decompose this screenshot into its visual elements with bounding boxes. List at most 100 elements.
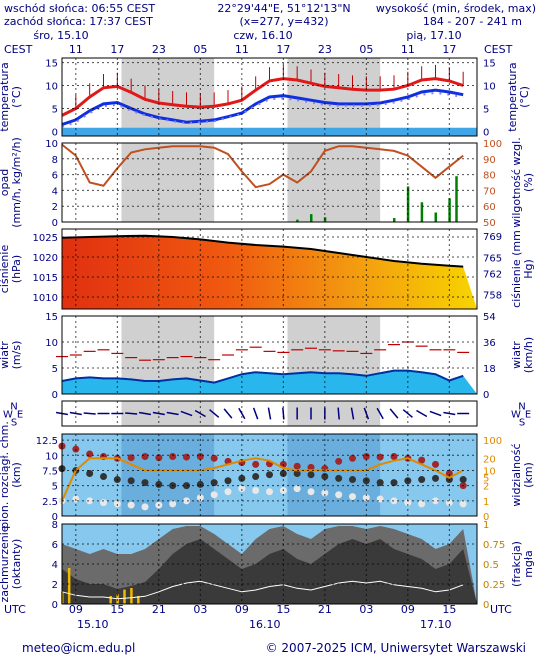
temperature-ylabel-right-line-0: temperatura — [506, 62, 519, 131]
footer-copyright: © 2007-2025 ICM, Uniwersytet Warszawski — [266, 641, 526, 655]
visibility-ytick-0: 0 — [483, 512, 489, 523]
hour-top-1: 17 — [110, 43, 124, 56]
cloud-top-dot-9 — [183, 453, 190, 461]
altitude-label: wysokość (min, środek, max) — [376, 2, 536, 15]
timezone-top-left: CEST — [4, 43, 33, 56]
wind-ytick-l-0: 0 — [52, 390, 58, 401]
cloudiness-panel: 0246800.250.50.751zachmurzenie(oktanty)(… — [0, 520, 535, 611]
precipitation-night-1 — [287, 143, 381, 222]
hour-top-6: 23 — [318, 43, 332, 56]
cloud-mid-dot-5 — [127, 477, 135, 485]
cloud-base-dot-3 — [100, 499, 107, 507]
fog-bar-5 — [130, 588, 133, 604]
wind-kmh-tick-0: 0 — [483, 390, 489, 401]
temperature-ylabel-left: temperatura(°C) — [0, 62, 23, 131]
visibility-ytick-3: 5 — [483, 474, 489, 485]
day-bottom-3: 17.10 — [420, 618, 452, 631]
cloud-mid-dot-6 — [141, 479, 149, 487]
sunset-text: zachód słońca: 17:37 CEST — [4, 15, 153, 28]
cloud-mid-dot-15 — [266, 471, 273, 479]
cloud-base-dot-13 — [238, 485, 246, 493]
wind-kmh-tick-3: 54 — [483, 312, 496, 323]
wind-frame — [61, 315, 478, 395]
cloud-mid-dot-21 — [349, 476, 356, 484]
cloudvis-ytick-l-1: 2.5 — [42, 497, 58, 508]
fog-ylabel-line-1: mgła — [522, 550, 535, 578]
cloud-base-dot-22 — [362, 494, 370, 502]
cloud-top-dot-18 — [307, 463, 315, 471]
precipitation-frame — [61, 142, 478, 223]
wind-arrow-9 — [180, 410, 193, 417]
cloud-base-dot-8 — [169, 500, 177, 508]
cloud-mid-dot-2 — [86, 469, 94, 477]
wind-arrow-8 — [166, 411, 179, 416]
hour-bottom-1: 15 — [110, 603, 124, 616]
cloud-mid-dot-9 — [183, 482, 190, 490]
cloud-ylabel: pion. rozciągł. chm.(km) — [0, 421, 23, 529]
cloud-base-dot-29 — [459, 500, 467, 508]
cloud-ylabel-line-0: pion. rozciągł. chm. — [0, 421, 11, 529]
cloud-top-dot-10 — [196, 452, 204, 460]
precipitation-ytick-l-0: 0 — [52, 218, 58, 229]
temperature-ytick-r-1: 5 — [483, 104, 489, 115]
wind-arrow-7 — [152, 411, 165, 416]
pressure-mm-tick-3: 769 — [483, 232, 502, 243]
precip-bar-0 — [296, 219, 299, 222]
wind-arrow-11 — [209, 409, 220, 418]
temperature-ytick-l-2: 10 — [45, 82, 58, 93]
cloud-base-dot-1 — [72, 495, 80, 503]
hour-top-9: 17 — [442, 43, 456, 56]
precip-bar-6 — [434, 212, 437, 222]
wind-ytick-l-2: 10 — [45, 338, 58, 349]
pressure-ytick-l-1: 1015 — [33, 273, 58, 284]
temperature-frame — [61, 57, 478, 137]
compass-s-1: S — [519, 418, 525, 429]
wind-arrow-14 — [252, 407, 259, 420]
humidity-ylabel: wilgotność wzgl.(%) — [510, 137, 535, 227]
fog-bar-6 — [137, 596, 140, 604]
cloud-mid-dot-19 — [321, 473, 329, 481]
temperature-ytick-l-3: 15 — [45, 59, 58, 70]
cloud-base-dot-17 — [293, 485, 301, 493]
fog-bar-1 — [67, 568, 71, 604]
visibility-ylabel: widzialność(km) — [510, 443, 535, 506]
cloud-base-dot-9 — [183, 497, 190, 505]
visibility-ylabel-line-1: (km) — [522, 462, 535, 488]
visibility-ylabel-line-0: widzialność — [510, 443, 523, 506]
humidity-ytick-0: 50 — [483, 218, 496, 229]
hour-top-0: 11 — [69, 43, 83, 56]
wind-area — [62, 370, 477, 394]
humidity-ytick-4: 90 — [483, 155, 496, 166]
footer-email[interactable]: meteo@icm.edu.pl — [22, 641, 135, 655]
cloudvis-ytick-l-3: 7.5 — [42, 466, 58, 477]
day-label-1: śro, 15.10 — [33, 29, 88, 42]
hour-bottom-9: 15 — [442, 603, 456, 616]
hour-bottom-5: 15 — [276, 603, 290, 616]
cloud-mid-dot-12 — [224, 477, 232, 485]
cloud-base-dot-12 — [224, 488, 232, 496]
cloud-base-dot-20 — [335, 491, 343, 499]
cloud-base-dot-18 — [307, 488, 315, 496]
cloud-top-dot-6 — [141, 452, 149, 460]
wind-ylabel-right-line-1: (km/h) — [522, 337, 535, 373]
hour-bottom-7: 03 — [359, 603, 373, 616]
pressure-ylabel-right-line-0: ciśnienie (mm — [510, 230, 523, 308]
hour-labels-top: 11 17 23 05 11 17 23 05 11 17 — [69, 43, 457, 56]
wind-arrow-5 — [125, 412, 138, 415]
wind-ylabel-right: wiatr(km/h) — [510, 337, 535, 373]
temperature-ylabel-right-line-1: (°C) — [518, 86, 531, 108]
cloud-top-dot-8 — [169, 452, 177, 460]
precip-bar-1 — [310, 214, 313, 222]
hour-labels-bottom: 09 15 21 03 09 15 21 03 09 15 — [69, 603, 457, 616]
cloud-base-dot-23 — [376, 495, 384, 503]
precip-ylabel: opad(mm/h, kg/m²/h) — [0, 137, 23, 228]
cloud-mid-dot-13 — [238, 474, 246, 482]
day-bottom-2: 16.10 — [249, 618, 281, 631]
fog-ytick-4: 1 — [483, 520, 489, 531]
wind-ytick-l-1: 5 — [52, 364, 58, 375]
fog-ylabel: (frakcja)mgła — [510, 541, 535, 587]
pressure-mm-tick-2: 765 — [483, 253, 502, 264]
